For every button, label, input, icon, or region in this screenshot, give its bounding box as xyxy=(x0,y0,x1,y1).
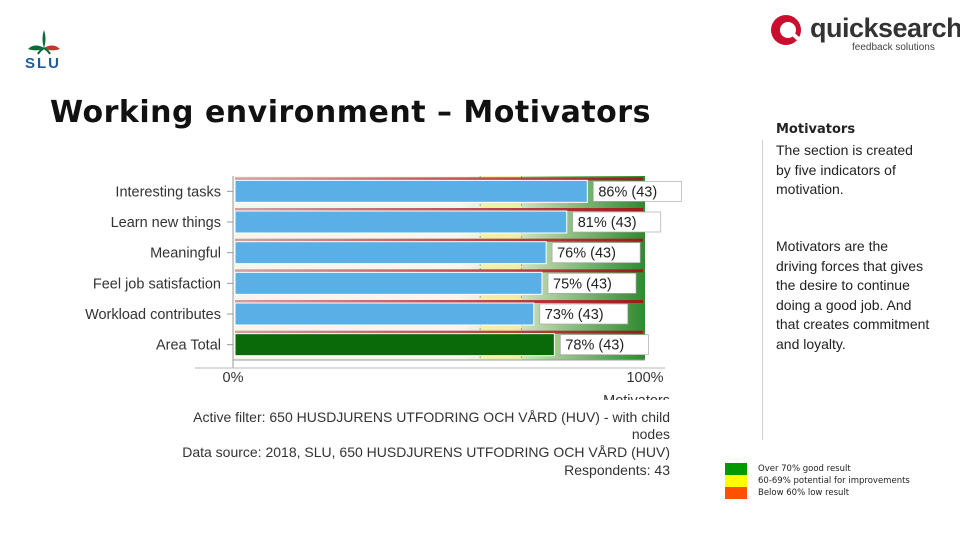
side-divider xyxy=(762,140,763,440)
slu-logo xyxy=(28,30,60,55)
category-label: Feel job satisfaction xyxy=(93,276,221,292)
motivators-bar-chart: Interesting tasks 86% (43) Learn new thing… xyxy=(85,176,682,400)
data-label-box xyxy=(572,211,662,233)
data-label-box xyxy=(547,272,637,294)
x-axis-title: Motivators xyxy=(603,393,670,400)
page-title: Working environment – Motivators xyxy=(50,95,651,130)
legend-label-warning: 60-69% potential for improvements xyxy=(758,476,910,486)
category-label: Area Total xyxy=(156,338,221,354)
data-label: 73% (43) xyxy=(545,307,604,323)
footer-active-filter-line1: Active filter: 650 HUSDJURENS UTFODRING … xyxy=(193,409,670,425)
bar xyxy=(234,241,547,265)
legend-label-good: Over 70% good result xyxy=(758,464,851,474)
category-label: Learn new things xyxy=(111,215,221,231)
data-label: 86% (43) xyxy=(598,184,657,200)
category-label: Meaningful xyxy=(150,246,221,262)
quicksearch-tagline: feedback solutions xyxy=(852,42,935,53)
side-panel-heading: Motivators xyxy=(776,122,856,137)
footer-data-source: Data source: 2018, SLU, 650 HUSDJURENS U… xyxy=(182,444,670,460)
footer-active-filter: Active filter: 650 HUSDJURENS UTFODRING … xyxy=(193,409,670,443)
chart-warning-zone xyxy=(480,176,522,360)
data-label-box xyxy=(592,180,682,202)
bar xyxy=(234,302,535,326)
x-tick-label-0: 0% xyxy=(223,370,244,386)
data-label: 78% (43) xyxy=(565,338,624,354)
footer-active-filter-line2: nodes xyxy=(631,426,670,442)
data-label-box xyxy=(539,303,629,325)
bar xyxy=(234,210,568,234)
data-label: 75% (43) xyxy=(553,276,612,292)
footer-respondents: Respondents: 43 xyxy=(564,462,670,478)
reference-strip xyxy=(235,238,643,242)
data-label: 81% (43) xyxy=(578,215,637,231)
bar xyxy=(234,179,588,203)
data-label-box xyxy=(551,242,641,264)
legend-swatch-warning xyxy=(725,475,747,487)
category-label: Interesting tasks xyxy=(115,184,221,200)
x-tick-label-100: 100% xyxy=(626,370,663,386)
side-panel-paragraph-2: Motivators are the driving forces that g… xyxy=(776,238,930,352)
legend-label-low: Below 60% low result xyxy=(758,488,850,498)
reference-strip xyxy=(235,208,643,211)
data-label-box xyxy=(560,334,649,356)
legend-swatch-low xyxy=(725,487,747,499)
side-panel-paragraph-1: The section is created by five indicator… xyxy=(776,142,913,197)
quicksearch-logo-icon xyxy=(771,15,804,45)
legend-swatch-good xyxy=(725,463,747,475)
reference-strip xyxy=(235,177,643,181)
data-label: 76% (43) xyxy=(557,246,616,262)
quicksearch-wordmark: quicksearch xyxy=(810,13,960,43)
reference-strip xyxy=(235,330,643,334)
slu-wordmark: SLU xyxy=(25,55,61,72)
chart-background xyxy=(233,176,645,360)
bar-area-total xyxy=(234,333,555,357)
category-label: Workload contributes xyxy=(85,307,221,323)
bar xyxy=(234,271,543,295)
reference-strip xyxy=(235,300,643,303)
reference-strip xyxy=(235,269,643,273)
